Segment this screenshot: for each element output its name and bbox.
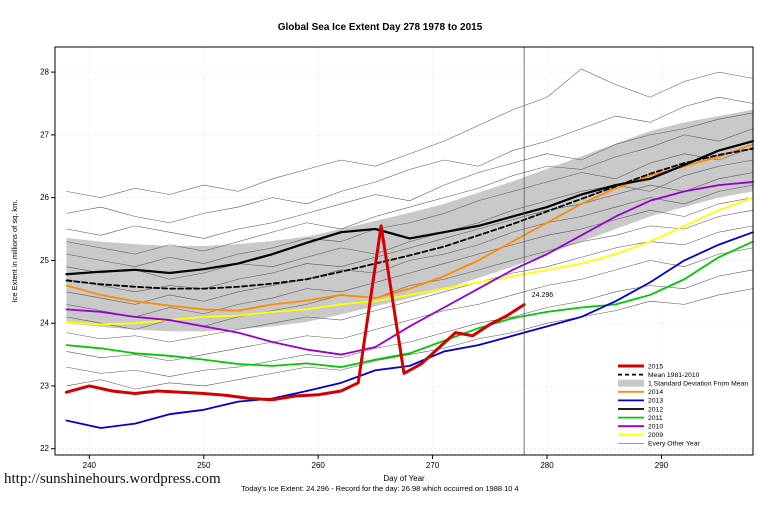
year-series-lines bbox=[64, 140, 755, 429]
svg-text:25: 25 bbox=[40, 256, 49, 265]
svg-text:28: 28 bbox=[40, 68, 49, 77]
svg-text:290: 290 bbox=[655, 461, 669, 470]
svg-text:2010: 2010 bbox=[648, 424, 663, 431]
svg-text:23: 23 bbox=[40, 381, 49, 390]
svg-text:24: 24 bbox=[40, 319, 49, 328]
svg-text:2015: 2015 bbox=[648, 363, 663, 370]
svg-text:Mean 1981-2010: Mean 1981-2010 bbox=[648, 372, 700, 379]
chart-caption: Today's Ice Extent: 24.296 - Record for … bbox=[241, 484, 519, 493]
svg-text:Every Other Year: Every Other Year bbox=[648, 441, 700, 448]
svg-text:260: 260 bbox=[312, 461, 326, 470]
svg-text:2011: 2011 bbox=[648, 415, 663, 422]
svg-text:270: 270 bbox=[426, 461, 440, 470]
current-value-annotation: 24.296 bbox=[532, 292, 554, 299]
svg-text:22: 22 bbox=[40, 444, 49, 453]
svg-text:2013: 2013 bbox=[648, 398, 663, 405]
svg-text:1 Standard Deviation From Mean: 1 Standard Deviation From Mean bbox=[648, 381, 748, 388]
other-years-lines bbox=[66, 68, 754, 390]
svg-text:250: 250 bbox=[197, 461, 211, 470]
plot-frame bbox=[54, 46, 754, 456]
svg-text:Ice Extent in millions of sq.: Ice Extent in millions of sq. km. bbox=[10, 200, 19, 303]
svg-text:26: 26 bbox=[40, 193, 49, 202]
svg-text:240: 240 bbox=[83, 461, 97, 470]
svg-text:24.296: 24.296 bbox=[532, 292, 554, 299]
website-link[interactable]: http://sunshinehours.wordpress.com bbox=[4, 471, 221, 487]
chart-title: Global Sea Ice Extent Day 278 1978 to 20… bbox=[277, 22, 483, 33]
svg-text:2014: 2014 bbox=[648, 389, 663, 396]
svg-text:Day of Year: Day of Year bbox=[383, 474, 425, 483]
legend: 2015 Mean 1981-2010 1 Standard Deviation F… bbox=[618, 363, 748, 448]
std-dev-band bbox=[66, 109, 753, 332]
svg-text:27: 27 bbox=[40, 130, 49, 139]
svg-text:280: 280 bbox=[540, 461, 554, 470]
svg-text:2009: 2009 bbox=[648, 432, 663, 439]
svg-text:2012: 2012 bbox=[648, 406, 663, 413]
axes-ticks-labels: 240 250 260 270 280 290 22 23 24 25 26 27 28 Day of Y… bbox=[10, 68, 669, 483]
